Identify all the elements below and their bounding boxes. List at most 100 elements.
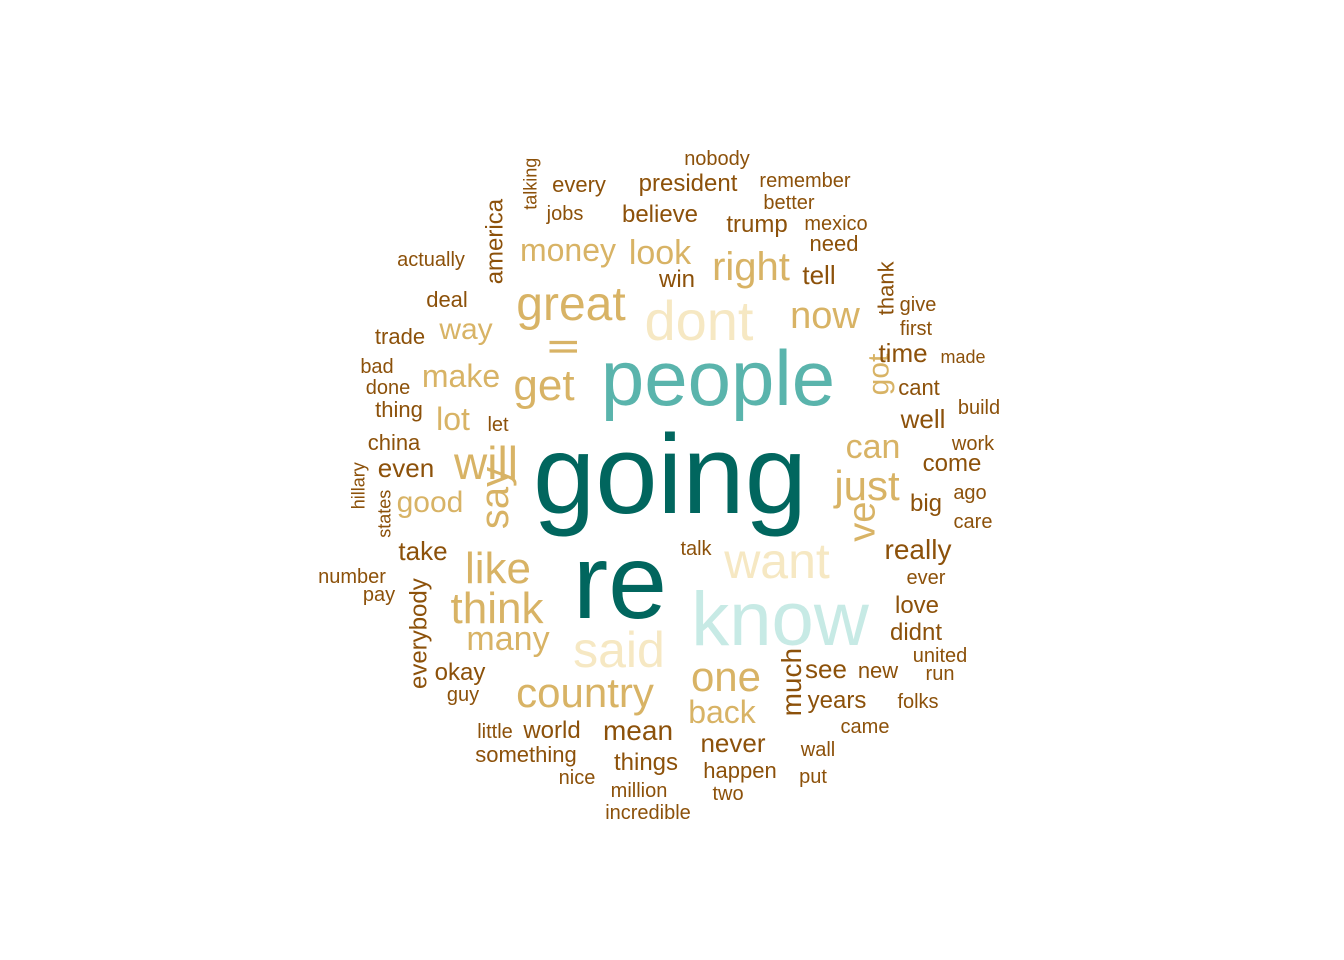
word-think: think — [451, 584, 545, 633]
word-united: united — [913, 645, 968, 667]
word-need: need — [810, 231, 859, 256]
word-dont: dont — [645, 289, 754, 352]
word-even: even — [378, 453, 434, 483]
word-actually: actually — [397, 249, 465, 271]
word-country: country — [516, 669, 654, 716]
word-can: can — [846, 428, 901, 466]
word-build: build — [958, 397, 1000, 419]
word-world: world — [522, 717, 580, 744]
word-great: great — [516, 278, 625, 331]
word-well: well — [900, 404, 946, 434]
word-first: first — [900, 318, 933, 340]
word-mexico: mexico — [804, 213, 867, 235]
word-good: good — [397, 486, 464, 519]
word-many: many — [466, 620, 549, 658]
word-better: better — [763, 192, 814, 214]
word-said: said — [573, 622, 665, 678]
word-work: work — [951, 433, 995, 455]
word-trade: trade — [375, 324, 425, 349]
word-nobody: nobody — [684, 148, 750, 170]
word-tell: tell — [802, 260, 835, 290]
word-talking: talking — [520, 158, 540, 210]
word-hillary: hillary — [348, 462, 368, 509]
word-jobs: jobs — [546, 203, 584, 225]
word-number: number — [318, 566, 386, 588]
word-talk: talk — [680, 538, 712, 560]
word-thank: thank — [874, 260, 899, 315]
word-way: way — [438, 313, 492, 346]
word-give: give — [900, 294, 937, 316]
word-make: make — [422, 358, 500, 394]
word-didnt: didnt — [890, 619, 942, 646]
word-big: big — [910, 490, 942, 517]
word-something: something — [475, 742, 577, 767]
word-states: states — [374, 490, 394, 538]
word-president: president — [639, 170, 738, 197]
word-pay: pay — [363, 584, 395, 606]
word-really: really — [885, 534, 952, 565]
word-come: come — [923, 450, 982, 477]
word-okay: okay — [435, 659, 486, 686]
word-right: right — [712, 245, 790, 289]
word-put: put — [799, 766, 827, 788]
word-new: new — [858, 658, 898, 683]
word-ago: ago — [953, 482, 986, 504]
word-see: see — [805, 654, 847, 684]
word-america: america — [481, 198, 508, 284]
word-say: say — [473, 467, 517, 529]
word-incredible: incredible — [605, 802, 691, 824]
word-want: want — [723, 533, 830, 589]
word-everybody: everybody — [405, 578, 432, 689]
word-china: china — [368, 430, 421, 455]
word-guy: guy — [447, 684, 479, 706]
word-time: time — [878, 338, 927, 368]
word-re: re — [573, 523, 667, 641]
word-deal: deal — [426, 287, 468, 312]
word-years: years — [808, 687, 867, 714]
word-two: two — [712, 783, 743, 805]
word-win: win — [658, 266, 695, 293]
word-ever: ever — [907, 567, 946, 589]
word-cant: cant — [898, 375, 940, 400]
word-little: little — [477, 721, 513, 743]
word-ll: ll — [541, 338, 583, 355]
word-people: people — [601, 334, 835, 422]
word-lot: lot — [436, 401, 470, 437]
word-going: going — [533, 412, 807, 537]
word-folks: folks — [897, 691, 938, 713]
word-much: much — [776, 648, 807, 716]
word-done: done — [366, 377, 411, 399]
word-million: million — [611, 780, 668, 802]
word-will: will — [453, 437, 518, 489]
word-money: money — [520, 232, 616, 268]
word-get: get — [513, 361, 574, 410]
word-remember: remember — [759, 170, 850, 192]
word-like: like — [465, 544, 531, 593]
word-nice: nice — [559, 767, 596, 789]
word-care: care — [954, 511, 993, 533]
word-back: back — [688, 694, 757, 730]
word-one: one — [691, 653, 761, 700]
word-mean: mean — [603, 715, 673, 746]
word-believe: believe — [622, 201, 698, 228]
word-just: just — [832, 462, 900, 509]
word-take: take — [398, 536, 447, 566]
word-happen: happen — [703, 758, 776, 783]
word-thing: thing — [375, 397, 423, 422]
word-never: never — [700, 728, 765, 758]
word-let: let — [487, 414, 509, 436]
word-ve: ve — [841, 502, 883, 542]
word-know: know — [691, 577, 870, 662]
word-wall: wall — [800, 739, 835, 761]
word-bad: bad — [360, 356, 393, 378]
word-every: every — [552, 172, 606, 197]
word-trump: trump — [726, 211, 787, 238]
word-made: made — [940, 347, 985, 367]
word-love: love — [895, 592, 939, 619]
word-run: run — [926, 663, 955, 685]
word-now: now — [790, 295, 860, 337]
word-got: got — [863, 353, 896, 395]
word-things: things — [614, 749, 678, 776]
